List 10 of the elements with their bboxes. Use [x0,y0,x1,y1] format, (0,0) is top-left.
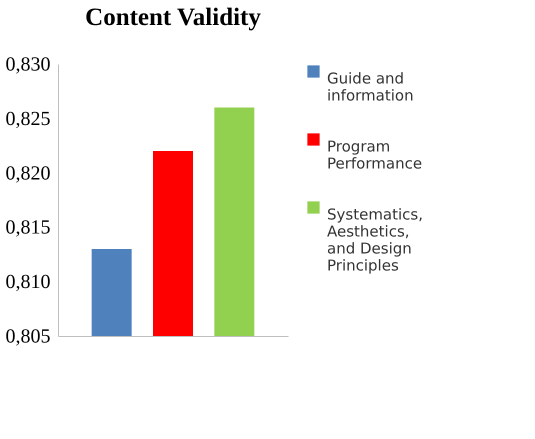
y-tick-label: 0,820 [6,162,50,184]
legend-label: Program Performance [327,138,422,172]
y-tick-label: 0,810 [6,271,50,294]
y-tick-label: 0,815 [6,216,50,239]
y-tick-label: 0,830 [6,54,50,76]
y-tick-label: 0,825 [6,108,50,130]
legend-label: Systematics, Aesthetics, and Design Principles [327,206,424,274]
y-tick-label: 0,805 [6,326,50,348]
chart-title: Content Validity [85,4,262,31]
legend-label: Guide and information [327,70,414,104]
